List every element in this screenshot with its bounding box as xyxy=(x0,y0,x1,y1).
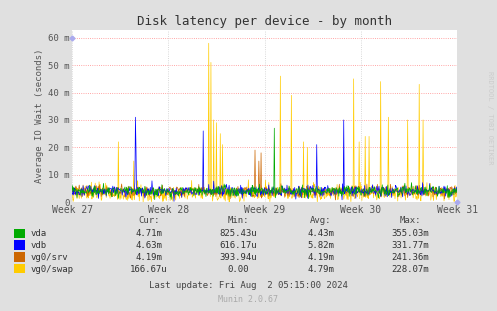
Text: Cur:: Cur: xyxy=(138,216,160,225)
Text: 4.79m: 4.79m xyxy=(307,265,334,274)
Text: 5.82m: 5.82m xyxy=(307,241,334,250)
Text: 825.43u: 825.43u xyxy=(220,230,257,238)
Text: Munin 2.0.67: Munin 2.0.67 xyxy=(219,295,278,304)
Y-axis label: Average IO Wait (seconds): Average IO Wait (seconds) xyxy=(35,49,44,183)
Text: RRDTOOL / TOBI OETIKER: RRDTOOL / TOBI OETIKER xyxy=(487,72,493,165)
Text: vdb: vdb xyxy=(31,241,47,250)
Text: 355.03m: 355.03m xyxy=(391,230,429,238)
Text: Min:: Min: xyxy=(228,216,249,225)
Text: 228.07m: 228.07m xyxy=(391,265,429,274)
Text: 4.19m: 4.19m xyxy=(136,253,163,262)
Text: Last update: Fri Aug  2 05:15:00 2024: Last update: Fri Aug 2 05:15:00 2024 xyxy=(149,281,348,290)
Text: 4.71m: 4.71m xyxy=(136,230,163,238)
Text: 4.63m: 4.63m xyxy=(136,241,163,250)
Text: 616.17u: 616.17u xyxy=(220,241,257,250)
Text: 0.00: 0.00 xyxy=(228,265,249,274)
Text: Max:: Max: xyxy=(399,216,421,225)
Text: vg0/swap: vg0/swap xyxy=(31,265,74,274)
Title: Disk latency per device - by month: Disk latency per device - by month xyxy=(137,15,392,28)
Text: 331.77m: 331.77m xyxy=(391,241,429,250)
Text: 4.19m: 4.19m xyxy=(307,253,334,262)
Text: vg0/srv: vg0/srv xyxy=(31,253,69,262)
Text: 4.43m: 4.43m xyxy=(307,230,334,238)
Text: 241.36m: 241.36m xyxy=(391,253,429,262)
Text: 166.67u: 166.67u xyxy=(130,265,168,274)
Text: Avg:: Avg: xyxy=(310,216,331,225)
Text: 393.94u: 393.94u xyxy=(220,253,257,262)
Text: vda: vda xyxy=(31,230,47,238)
